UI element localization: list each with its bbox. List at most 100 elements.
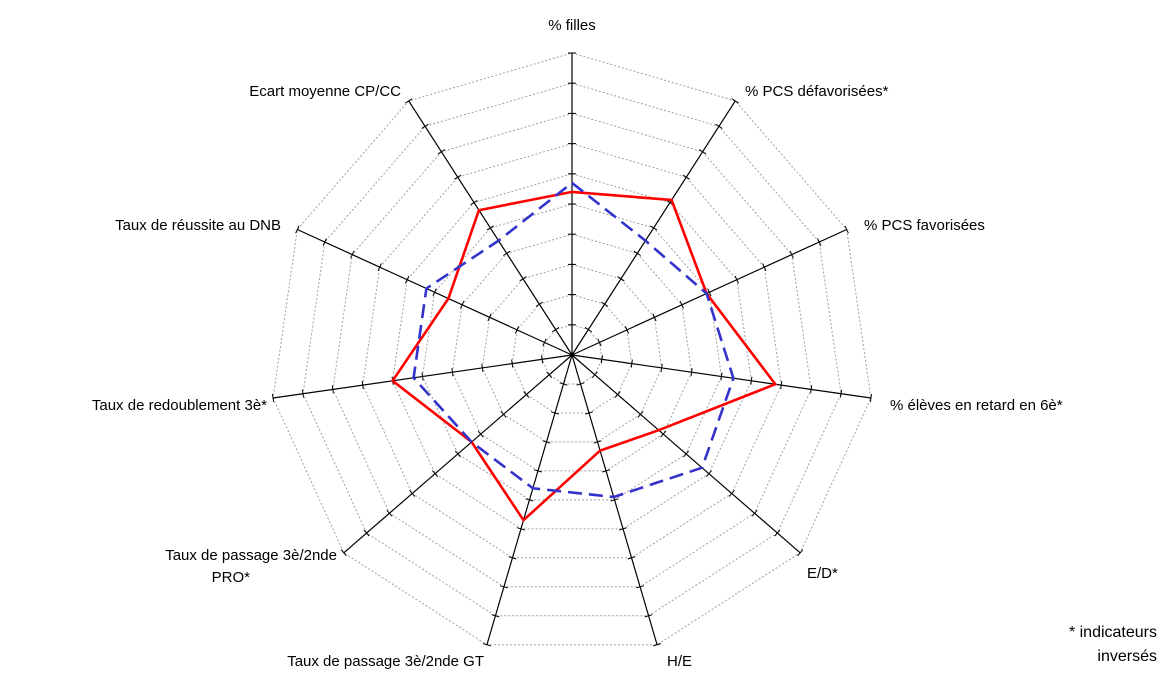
axis-tick — [600, 355, 603, 364]
axis-tick — [601, 301, 609, 307]
axis-label: % élèves en retard en 6è* — [890, 397, 1063, 414]
axis-tick — [322, 238, 327, 246]
axis-tick — [705, 470, 712, 478]
axis-tick — [350, 250, 355, 259]
axis-tick — [535, 301, 543, 307]
axis-tick — [840, 389, 843, 398]
axis-label: Ecart moyenne CP/CC — [249, 83, 401, 100]
axis-tick — [679, 300, 684, 309]
axis-tick — [652, 313, 657, 322]
axis-tick — [593, 440, 602, 444]
axis-tick — [511, 359, 514, 368]
axis-tick — [487, 313, 492, 322]
axis-tick — [660, 363, 663, 372]
axis-tick — [409, 490, 416, 497]
axis-tick — [699, 149, 707, 155]
axis-tick — [542, 440, 551, 444]
axis-tick — [630, 359, 633, 368]
footnote: * indicateurs inversés — [977, 621, 1157, 669]
axis-tick — [715, 123, 723, 129]
axis-tick — [624, 326, 630, 334]
axis-label: % PCS défavorisées* — [745, 83, 889, 100]
axis-tick — [660, 430, 667, 438]
footnote-line-1: * indicateurs — [1068, 624, 1157, 641]
grid-ring — [541, 324, 603, 385]
axis-tick — [817, 238, 822, 246]
axis-tick — [780, 381, 783, 390]
axis-tick — [650, 225, 658, 231]
axis-labels: % filles % PCS défavorisées* % PCS favoris… — [92, 17, 1063, 670]
grid-ring — [392, 173, 752, 530]
axis-tick — [546, 371, 553, 379]
axis-tick — [454, 174, 462, 180]
axis-tick — [707, 288, 712, 297]
axis-tick — [633, 250, 641, 256]
axis-tick — [636, 585, 645, 589]
axis-tick — [751, 509, 758, 517]
axis-tick — [482, 643, 491, 647]
axis-tick — [519, 276, 527, 282]
axis-label: % PCS favorisées — [864, 217, 985, 234]
axis-tick — [377, 263, 382, 272]
axis-tick — [491, 614, 500, 618]
axis-tick — [503, 250, 511, 256]
axis-tick — [500, 410, 507, 418]
axis-tick — [610, 498, 619, 502]
axis-tick — [644, 614, 653, 618]
axis-tick — [869, 393, 872, 402]
axis-tick — [602, 469, 611, 473]
axis-tick — [774, 529, 781, 537]
axis-tick — [525, 498, 534, 502]
axis-tick — [481, 363, 484, 372]
grid-ring — [332, 112, 812, 588]
axis-tick — [682, 174, 690, 180]
axis-label: Taux de réussite au DNB — [115, 217, 281, 234]
axis-tick — [559, 382, 568, 386]
axis-tick — [653, 643, 662, 647]
axis-tick — [405, 98, 413, 104]
axis-tick — [810, 385, 813, 394]
axis-tick — [584, 326, 592, 333]
axis-tick — [508, 556, 517, 560]
axis-tick — [432, 288, 437, 297]
axis-tick — [272, 393, 275, 402]
axis-tick — [486, 225, 494, 231]
axis-tick — [405, 275, 410, 284]
axis-tick — [597, 338, 602, 347]
axis-label: Taux de passage 3è/2nde PRO* — [165, 547, 337, 586]
axis-tick — [734, 275, 739, 284]
axis-tick — [585, 411, 594, 415]
axis-tick — [683, 450, 690, 458]
axis-tick — [386, 509, 393, 517]
series-line-2 — [412, 181, 735, 499]
axis-tick — [614, 391, 621, 398]
grid-ring — [511, 294, 633, 414]
axis-tick — [542, 338, 547, 347]
axis-tick — [331, 385, 334, 394]
axis-label: % filles — [548, 17, 596, 34]
axis-tick — [295, 225, 300, 234]
axis-label: H/E — [667, 653, 692, 670]
axis-tick — [301, 389, 304, 398]
footnote-line-2: inversés — [1097, 648, 1157, 665]
series-line-1 — [390, 190, 778, 523]
axis-tick — [728, 490, 735, 497]
axis-label: Taux de passage 3è/2nde GT — [287, 653, 484, 670]
axis-tick — [514, 326, 520, 334]
axis-tick — [844, 225, 849, 234]
axis-tick — [550, 411, 559, 415]
axis-tick — [460, 300, 465, 309]
grid-ring — [481, 263, 663, 443]
axis-tick — [533, 469, 542, 473]
axis-tick — [731, 98, 739, 104]
axis-tick — [541, 355, 544, 364]
axis-tick — [523, 391, 530, 398]
axis-tick — [762, 263, 767, 272]
grid-ring — [302, 82, 842, 617]
axis-label: Taux de redoublement 3è* — [92, 397, 267, 414]
axis-tick — [627, 556, 636, 560]
axis-tick — [552, 326, 560, 333]
axis-label: E/D* — [807, 565, 838, 582]
grid-ring — [421, 203, 723, 501]
